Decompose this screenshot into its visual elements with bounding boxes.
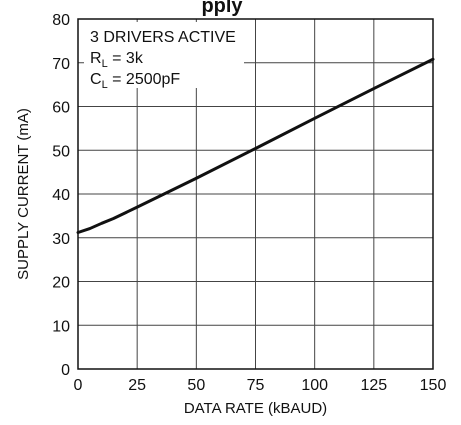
- x-tick-label: 150: [420, 377, 447, 394]
- annotation-background: [84, 22, 244, 88]
- x-tick-label: 25: [128, 377, 146, 394]
- x-tick-label: 50: [187, 377, 205, 394]
- grid: [77, 18, 434, 370]
- x-axis-title: DATA RATE (kBAUD): [184, 400, 327, 417]
- y-tick-label: 40: [52, 187, 70, 204]
- y-tick-label: 60: [52, 100, 70, 117]
- y-tick-label: 0: [61, 362, 70, 379]
- annotation-cl: CL = 2500pF: [90, 71, 180, 91]
- annotation-rl: RL = 3k: [90, 50, 144, 70]
- x-tick-label: 125: [360, 377, 387, 394]
- x-tick-labels: 0 25 50 75 100 125 150: [74, 377, 447, 394]
- y-tick-label: 20: [52, 275, 70, 292]
- x-tick-label: 75: [247, 377, 265, 394]
- title-fragment: pply: [201, 0, 243, 17]
- series-layer: [76, 57, 435, 234]
- annotation-drivers: 3 DRIVERS ACTIVE: [90, 29, 236, 46]
- y-tick-labels: 0 10 20 30 40 50 60 70 80: [52, 12, 70, 379]
- x-tick-label: 100: [301, 377, 328, 394]
- annotation-block: 3 DRIVERS ACTIVE RL = 3k CL = 2500pF: [90, 29, 236, 91]
- series-line: [76, 57, 435, 234]
- y-tick-label: 10: [52, 318, 70, 335]
- x-tick-label: 0: [74, 377, 83, 394]
- y-tick-label: 80: [52, 12, 70, 29]
- y-axis-title: SUPPLY CURRENT (mA): [15, 108, 32, 280]
- plot-frame: [77, 18, 434, 370]
- y-tick-label: 30: [52, 231, 70, 248]
- y-tick-label: 50: [52, 143, 70, 160]
- y-tick-label: 70: [52, 56, 70, 73]
